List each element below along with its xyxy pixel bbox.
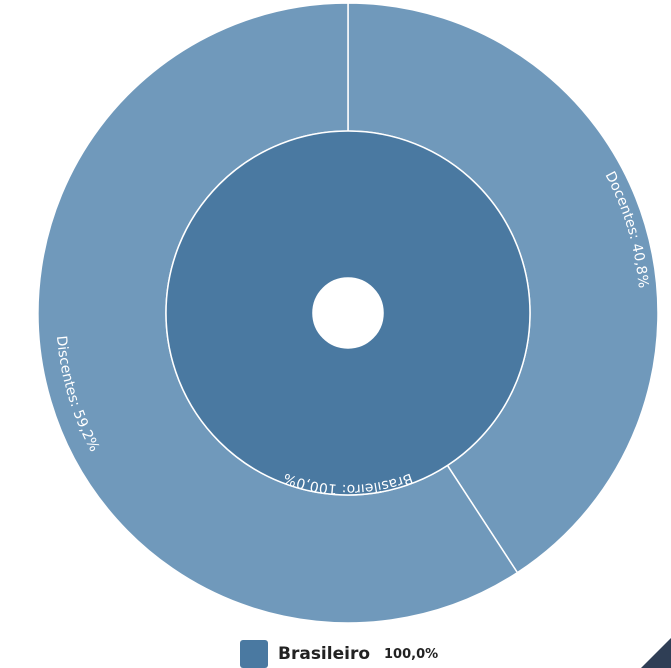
legend-value-brasileiro: 100,0% (384, 646, 439, 662)
legend-swatch-brasileiro[interactable] (240, 640, 268, 668)
legend-label-brasileiro[interactable]: Brasileiro (278, 644, 371, 664)
corner-decoration (641, 638, 671, 668)
center-hole (313, 278, 383, 348)
legend: Brasileiro 100,0% (240, 640, 438, 668)
